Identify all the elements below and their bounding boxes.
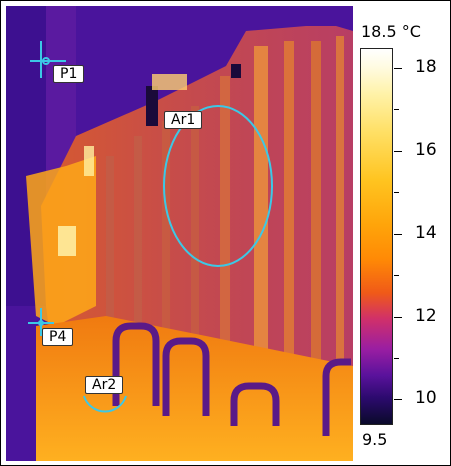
- tick-12: [394, 317, 402, 318]
- tick-minor: [394, 358, 399, 359]
- spot-p4-marker[interactable]: [28, 308, 54, 336]
- area-ar1-ellipse[interactable]: [163, 105, 273, 267]
- tick-16: [394, 151, 402, 152]
- tick-label-10: 10: [415, 388, 437, 408]
- tick-minor: [394, 109, 399, 110]
- spot-p4-label: P4: [42, 328, 74, 346]
- area-ar2-circle[interactable]: [83, 395, 127, 413]
- tick-label-12: 12: [415, 306, 437, 326]
- tick-label-16: 16: [415, 140, 437, 160]
- pipe-loops: [112, 322, 351, 436]
- thermal-image: P1 Ar1 P4 Ar2: [6, 6, 353, 461]
- tick-18: [394, 68, 402, 69]
- area-ar2-label: Ar2: [85, 376, 124, 394]
- tick-14: [394, 234, 402, 235]
- tick-label-14: 14: [415, 223, 437, 243]
- tick-10: [394, 399, 402, 400]
- tick-minor: [394, 192, 399, 193]
- scale-max-label: 18.5 °C: [361, 22, 421, 41]
- ribs: [106, 36, 344, 396]
- spot-p1-label: P1: [53, 65, 85, 83]
- area-ar1-label: Ar1: [164, 111, 203, 129]
- tick-minor: [394, 275, 399, 276]
- scale-min-label: 9.5: [362, 430, 388, 449]
- temperature-scale-bar: [360, 48, 393, 425]
- tick-label-18: 18: [415, 57, 437, 77]
- spot-p1-marker[interactable]: [30, 41, 66, 78]
